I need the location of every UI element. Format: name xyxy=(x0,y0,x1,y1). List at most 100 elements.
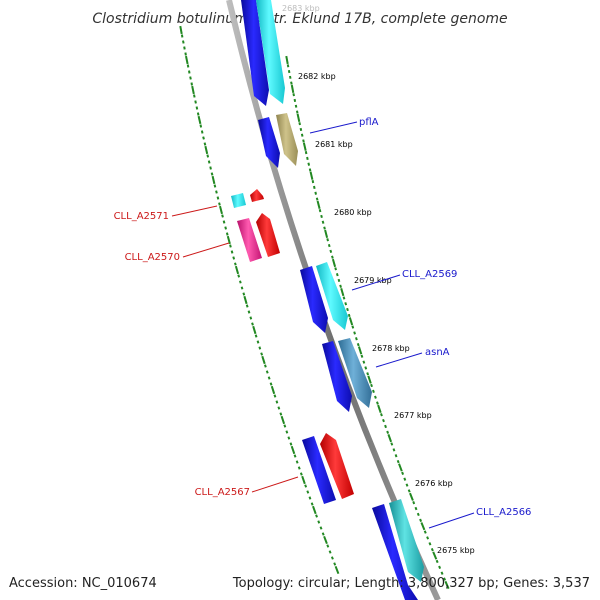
tick-mark xyxy=(423,530,427,534)
tick-mark xyxy=(362,360,366,364)
tick-mark xyxy=(394,454,398,458)
tick-mark xyxy=(191,85,195,95)
tick-mark xyxy=(419,518,423,522)
tick-mark xyxy=(327,243,331,248)
tick-mark xyxy=(245,304,249,308)
tick-mark xyxy=(258,346,262,350)
tick-mark xyxy=(267,376,271,380)
map-title: Clostridium botulinum B str. Eklund 17B,… xyxy=(92,11,507,27)
tick-mark xyxy=(443,577,447,581)
tick-mark xyxy=(189,76,192,80)
tick-mark xyxy=(440,571,444,575)
tick-mark xyxy=(331,258,337,268)
tick-mark xyxy=(384,424,387,429)
tick-mark xyxy=(221,214,224,218)
tick-mark xyxy=(289,442,293,446)
tick-mark xyxy=(309,171,314,180)
tick-mark xyxy=(287,70,291,74)
tick-mark xyxy=(277,406,281,410)
tick-mark xyxy=(344,302,348,306)
gene-arrow-red xyxy=(320,433,354,499)
tick-mark xyxy=(306,156,309,161)
tick-mark xyxy=(409,492,414,501)
leader-line-CLL_A2566 xyxy=(428,512,475,529)
tick-mark xyxy=(308,496,312,500)
tick-mark xyxy=(213,184,217,188)
tick-mark xyxy=(366,372,370,376)
gene-label-asnA: asnA xyxy=(425,347,450,358)
tick-mark xyxy=(200,130,204,134)
tick-mark xyxy=(334,565,340,575)
tick-mark xyxy=(403,477,407,481)
tick-mark xyxy=(283,424,287,428)
leader-line-CLL_A2570 xyxy=(182,242,230,258)
tick-mark xyxy=(211,175,216,185)
tick-mark xyxy=(306,490,310,494)
tick-mark xyxy=(326,238,329,242)
tick-mark xyxy=(295,460,299,464)
scale-label: 2680 kbp xyxy=(334,208,372,217)
tick-mark xyxy=(323,226,326,230)
tick-mark xyxy=(444,580,450,590)
tick-mark xyxy=(292,93,295,97)
tick-mark xyxy=(312,505,317,515)
tick-mark xyxy=(297,466,301,470)
tick-mark xyxy=(367,375,372,384)
scale-label: 2677 kbp xyxy=(394,411,432,420)
tick-mark xyxy=(251,322,254,326)
tick-mark xyxy=(348,317,354,326)
tick-mark xyxy=(290,84,295,93)
tick-mark xyxy=(296,113,301,123)
scale-label: 2682 kbp xyxy=(298,72,336,81)
tick-mark xyxy=(438,565,442,569)
gene-label-CLL_A2566: CLL_A2566 xyxy=(476,507,531,518)
tick-mark xyxy=(414,506,418,511)
tick-mark xyxy=(206,154,210,158)
scale-label: 2683 kbp xyxy=(282,4,320,13)
tick-mark xyxy=(428,542,432,546)
tick-mark xyxy=(197,115,202,125)
tick-mark xyxy=(353,331,356,335)
tick-mark xyxy=(218,202,221,206)
tick-mark xyxy=(335,273,339,277)
tick-mark xyxy=(290,81,293,85)
gene-arrow-cyan xyxy=(316,262,348,330)
tick-mark xyxy=(412,501,416,505)
tick-mark xyxy=(299,472,303,476)
tick-mark xyxy=(225,232,229,236)
tick-mark xyxy=(270,385,276,395)
tick-mark xyxy=(315,197,319,201)
tick-mark xyxy=(426,536,430,540)
tick-mark xyxy=(185,55,189,65)
gene-labels: pflA CLL_A2569 asnA CLL_A2566 CLL_A2571 … xyxy=(114,117,532,518)
tick-mark xyxy=(374,395,377,399)
tick-mark xyxy=(222,220,226,224)
gene-track-reverse xyxy=(231,189,354,504)
tick-mark xyxy=(390,442,394,446)
scale-label: 2675 kbp xyxy=(437,546,475,555)
tick-mark xyxy=(398,463,403,472)
gene-arrow-khaki xyxy=(276,113,298,166)
tick-mark xyxy=(195,106,199,110)
gene-arrow-cyan xyxy=(256,0,285,104)
tick-mark xyxy=(346,307,349,312)
tick-mark xyxy=(340,288,345,297)
tick-mark xyxy=(207,160,211,164)
tick-mark xyxy=(183,46,186,50)
tick-mark xyxy=(304,150,308,155)
tick-mark xyxy=(324,229,329,239)
tick-mark xyxy=(311,179,315,184)
gene-arrow-steel xyxy=(338,338,372,408)
tick-mark xyxy=(280,415,286,425)
tick-mark xyxy=(275,400,279,404)
tick-mark xyxy=(333,562,337,566)
leader-line-pflA xyxy=(309,121,358,134)
tick-mark xyxy=(239,280,242,284)
gene-arrow-blue xyxy=(302,436,336,504)
leader-lines xyxy=(171,121,475,529)
tick-mark xyxy=(186,64,190,68)
tick-mark xyxy=(261,355,266,365)
tick-mark xyxy=(337,278,341,283)
tick-mark xyxy=(401,471,405,475)
